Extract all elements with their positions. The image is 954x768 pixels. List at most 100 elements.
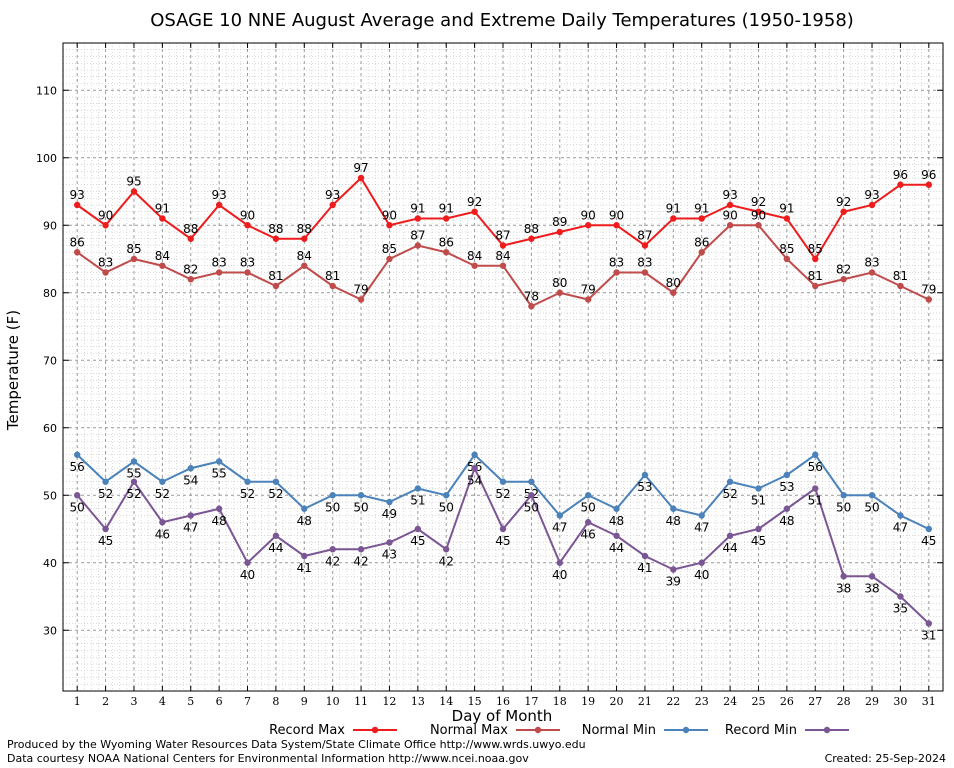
data-point <box>584 296 592 303</box>
data-point <box>329 201 336 209</box>
data-label: 50 <box>353 500 368 514</box>
data-label: 85 <box>808 242 823 256</box>
data-label: 82 <box>836 262 851 276</box>
data-label: 91 <box>155 202 170 216</box>
data-label: 45 <box>921 534 936 548</box>
y-tick-label: 40 <box>43 557 57 570</box>
y-tick-label: 80 <box>43 287 57 300</box>
data-point <box>386 255 393 263</box>
data-point <box>783 471 791 479</box>
data-point <box>329 546 336 553</box>
data-point <box>670 505 677 512</box>
data-point <box>357 296 365 303</box>
x-tick-label: 26 <box>780 695 794 708</box>
data-label: 55 <box>211 467 226 481</box>
data-point <box>556 228 563 236</box>
data-point <box>187 276 194 283</box>
data-point <box>641 242 649 249</box>
data-point <box>755 208 762 215</box>
legend-item: Record Min <box>725 723 849 738</box>
data-point <box>641 471 649 479</box>
data-point <box>783 215 791 222</box>
data-point <box>215 269 223 276</box>
data-point <box>386 498 393 506</box>
x-tick-label: 23 <box>695 695 709 708</box>
data-label: 39 <box>666 575 681 589</box>
x-tick-label: 24 <box>723 695 737 708</box>
data-label: 96 <box>921 168 936 182</box>
data-point <box>584 492 592 499</box>
data-point <box>897 181 904 188</box>
data-label: 40 <box>552 568 567 582</box>
data-label: 81 <box>325 269 340 283</box>
data-point <box>499 262 507 269</box>
data-point <box>301 552 308 560</box>
data-point <box>215 505 223 512</box>
data-label: 38 <box>864 581 879 595</box>
y-tick-label: 30 <box>43 624 57 637</box>
legend-item: Normal Min <box>582 723 708 738</box>
data-point <box>301 235 308 242</box>
data-label: 79 <box>581 283 596 297</box>
data-label: 52 <box>240 487 255 501</box>
data-point <box>471 262 478 269</box>
data-label: 48 <box>297 514 312 528</box>
x-tick-label: 12 <box>382 695 396 708</box>
data-label: 83 <box>637 256 652 270</box>
data-point <box>357 492 365 499</box>
data-point <box>698 215 705 222</box>
data-label: 44 <box>268 541 283 555</box>
x-tick-label: 14 <box>439 695 453 708</box>
data-point <box>670 215 677 222</box>
data-point <box>102 269 109 276</box>
data-point <box>215 458 223 465</box>
data-point <box>556 559 563 566</box>
data-label: 50 <box>581 500 596 514</box>
data-point <box>812 485 819 492</box>
data-point <box>499 242 507 249</box>
data-point <box>73 249 81 256</box>
data-point <box>698 559 705 566</box>
y-axis-label: Temperature (F) <box>4 310 22 431</box>
data-point <box>499 525 507 533</box>
data-label: 78 <box>524 289 539 303</box>
data-point <box>414 525 422 533</box>
data-label: 53 <box>637 480 652 494</box>
data-point <box>726 478 734 485</box>
data-label: 88 <box>297 222 312 236</box>
data-point <box>726 201 734 209</box>
data-point <box>698 512 705 519</box>
data-label: 46 <box>581 527 596 541</box>
data-point <box>357 174 365 182</box>
data-label: 81 <box>268 269 283 283</box>
data-point <box>73 492 81 499</box>
chart-title: OSAGE 10 NNE August Average and Extreme … <box>150 10 854 31</box>
legend-label: Record Max <box>269 723 345 738</box>
legend-marker <box>534 726 542 734</box>
data-label: 93 <box>864 188 879 202</box>
data-point <box>670 566 677 573</box>
data-label: 52 <box>126 487 141 501</box>
data-point <box>613 269 620 276</box>
data-label: 79 <box>353 283 368 297</box>
data-label: 97 <box>353 161 368 175</box>
x-tick-label: 19 <box>581 695 595 708</box>
data-label: 90 <box>751 208 766 222</box>
series-normal-max: 86 83 85 84 82 83 83 81 84 81 79 85 87 86 84 84 78 80 79 83… <box>70 208 936 310</box>
data-point <box>244 478 251 485</box>
x-tick-label: 27 <box>808 695 822 708</box>
data-point <box>187 465 194 472</box>
data-point <box>272 478 280 485</box>
data-label: 88 <box>524 222 539 236</box>
data-point <box>613 532 620 539</box>
minor-grid <box>63 42 943 692</box>
data-point <box>215 201 223 209</box>
data-point <box>812 255 819 263</box>
data-label: 49 <box>382 507 397 521</box>
data-point <box>386 222 393 229</box>
data-label: 83 <box>609 256 624 270</box>
data-point <box>868 573 876 580</box>
data-label: 42 <box>325 554 340 568</box>
data-label: 40 <box>240 568 255 582</box>
